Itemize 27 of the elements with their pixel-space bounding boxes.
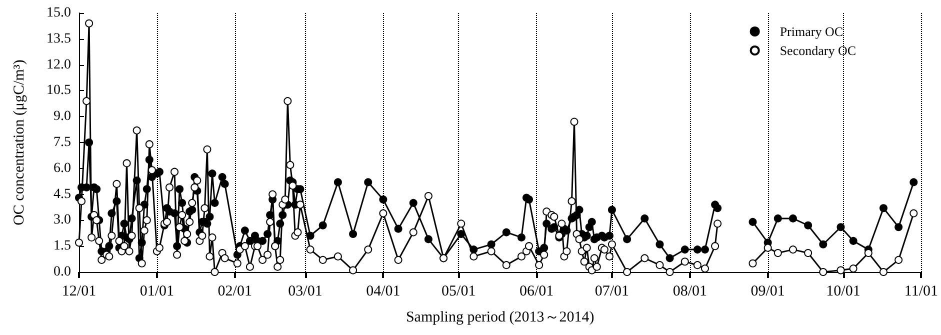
x-tick-label: 08/01: [672, 284, 707, 300]
x-tick-label: 12/01: [62, 284, 96, 300]
x-tick-label: 09/01: [750, 284, 785, 300]
y-tick-label: 3.0: [54, 212, 71, 228]
y-tick-label: 6.0: [54, 160, 71, 176]
x-tick-label: 02/01: [218, 284, 252, 300]
y-tick-label: 15.0: [46, 6, 71, 20]
x-tick-label: 06/01: [519, 284, 554, 300]
y-tick-label: 12.0: [46, 57, 71, 72]
y-axis-title: OC concentration (μgC/m³): [12, 60, 28, 226]
y-tick-label: 1.5: [54, 238, 71, 254]
y-tick-label: 0.0: [54, 264, 71, 280]
y-tick-label: 4.5: [54, 186, 71, 202]
x-tick-label: 01/01: [140, 284, 174, 300]
x-tick-label: 07/01: [594, 284, 630, 300]
legend-label: Secondary OC: [780, 43, 856, 58]
legend-label: Primary OC: [780, 24, 844, 39]
y-tick-label: 13.5: [46, 31, 71, 46]
x-tick-label: 04/01: [366, 284, 400, 300]
x-tick-label: 10/01: [826, 284, 860, 300]
y-tick-label: 10.5: [46, 83, 71, 98]
x-tick-label: 03/01: [288, 284, 322, 300]
x-tick-label: 05/01: [442, 284, 476, 300]
y-tick-label: 7.5: [54, 135, 71, 150]
y-tick-label: 9.0: [54, 109, 71, 124]
x-tick-label: 11/01: [904, 284, 938, 300]
x-axis-title: Sampling period (2013～2014): [406, 310, 594, 326]
